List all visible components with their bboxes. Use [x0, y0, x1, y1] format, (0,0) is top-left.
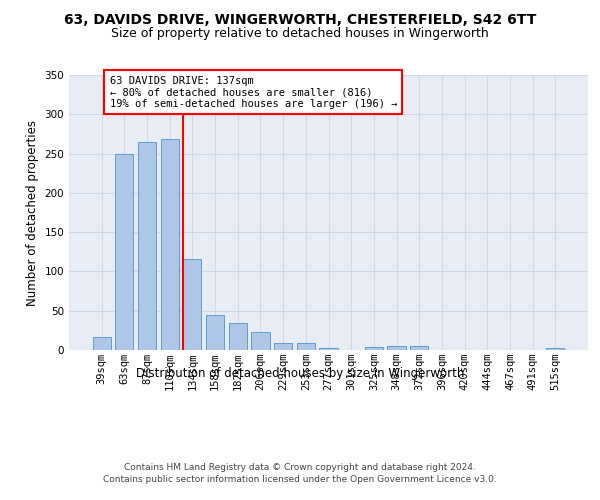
Text: Distribution of detached houses by size in Wingerworth: Distribution of detached houses by size …	[136, 368, 464, 380]
Y-axis label: Number of detached properties: Number of detached properties	[26, 120, 39, 306]
Bar	[388, 346, 406, 350]
Bar	[161, 140, 179, 350]
Bar	[410, 346, 428, 350]
Text: Size of property relative to detached houses in Wingerworth: Size of property relative to detached ho…	[111, 28, 489, 40]
Text: Contains HM Land Registry data © Crown copyright and database right 2024.
Contai: Contains HM Land Registry data © Crown c…	[103, 462, 497, 484]
Bar	[274, 343, 292, 350]
Bar	[297, 343, 315, 350]
Bar	[365, 347, 383, 350]
Bar	[138, 142, 156, 350]
Bar	[546, 348, 565, 350]
Bar	[319, 348, 338, 350]
Bar	[184, 259, 202, 350]
Bar	[206, 314, 224, 350]
Bar	[92, 338, 111, 350]
Text: 63, DAVIDS DRIVE, WINGERWORTH, CHESTERFIELD, S42 6TT: 63, DAVIDS DRIVE, WINGERWORTH, CHESTERFI…	[64, 12, 536, 26]
Bar	[251, 332, 269, 350]
Text: 63 DAVIDS DRIVE: 137sqm
← 80% of detached houses are smaller (816)
19% of semi-d: 63 DAVIDS DRIVE: 137sqm ← 80% of detache…	[110, 76, 397, 109]
Bar	[115, 154, 133, 350]
Bar	[229, 322, 247, 350]
